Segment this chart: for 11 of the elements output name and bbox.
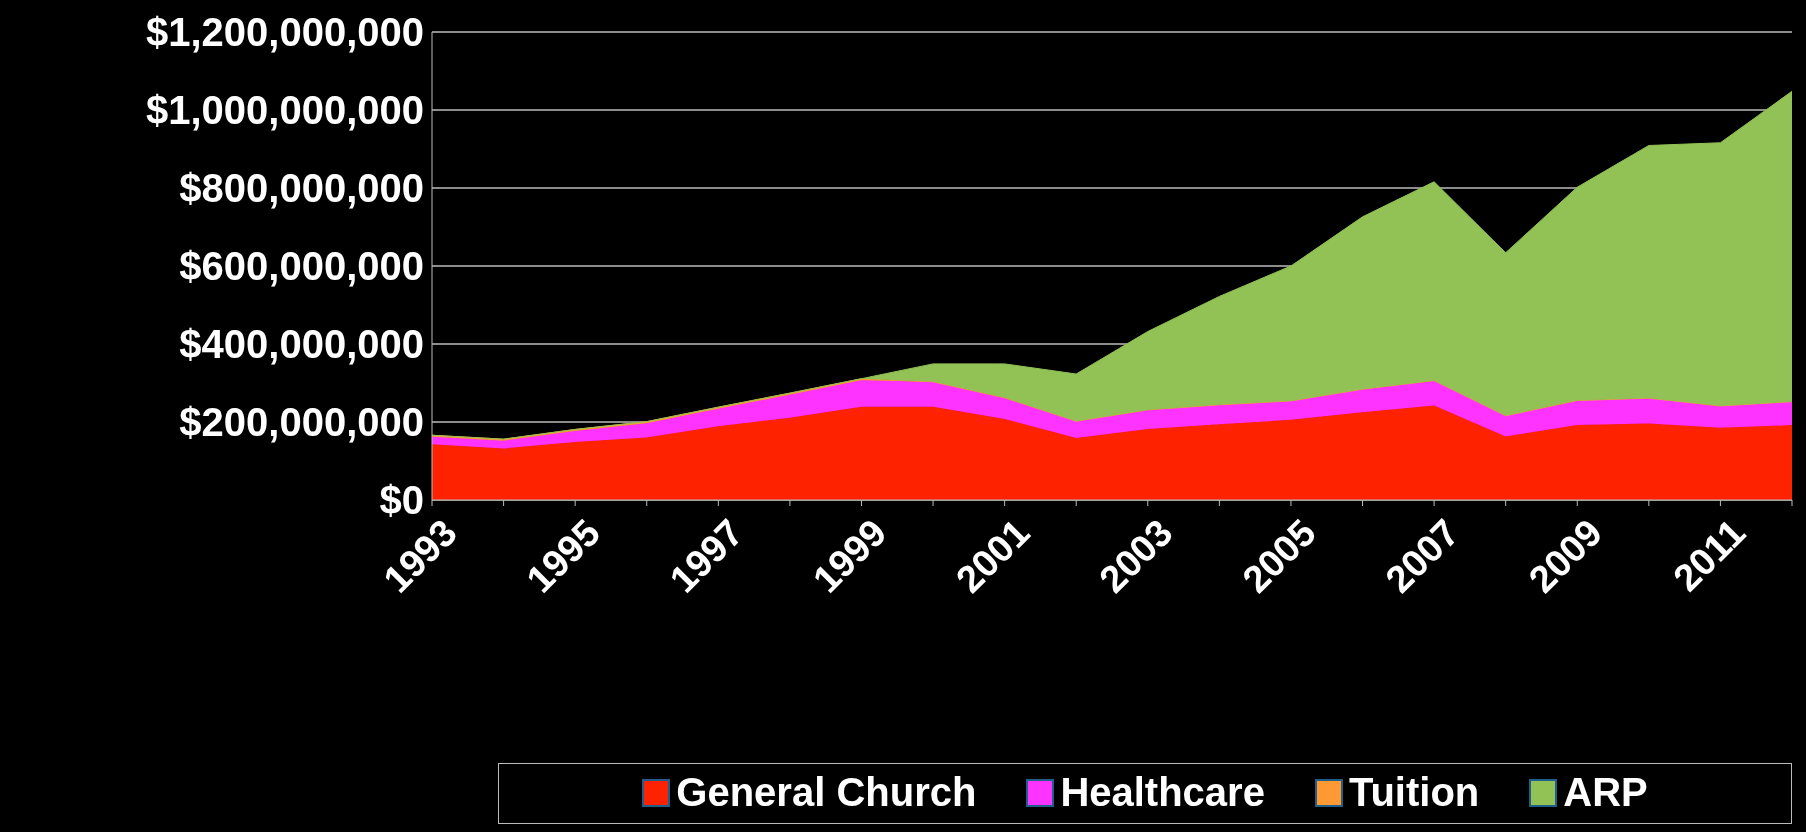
y-tick-label: $0 xyxy=(379,478,424,523)
legend-label: General Church xyxy=(676,770,977,815)
legend-label: Tuition xyxy=(1348,770,1480,815)
legend-label: ARP xyxy=(1563,770,1648,815)
y-tick-label: $1,200,000,000 xyxy=(145,10,424,55)
y-tick-label: $1,000,000,000 xyxy=(145,88,424,133)
y-tick-label: $400,000,000 xyxy=(179,322,424,367)
y-tick-label: $800,000,000 xyxy=(179,166,424,211)
y-tick-label: $600,000,000 xyxy=(179,244,424,289)
legend-label: Healthcare xyxy=(1060,770,1265,815)
y-tick-label: $200,000,000 xyxy=(179,400,424,445)
